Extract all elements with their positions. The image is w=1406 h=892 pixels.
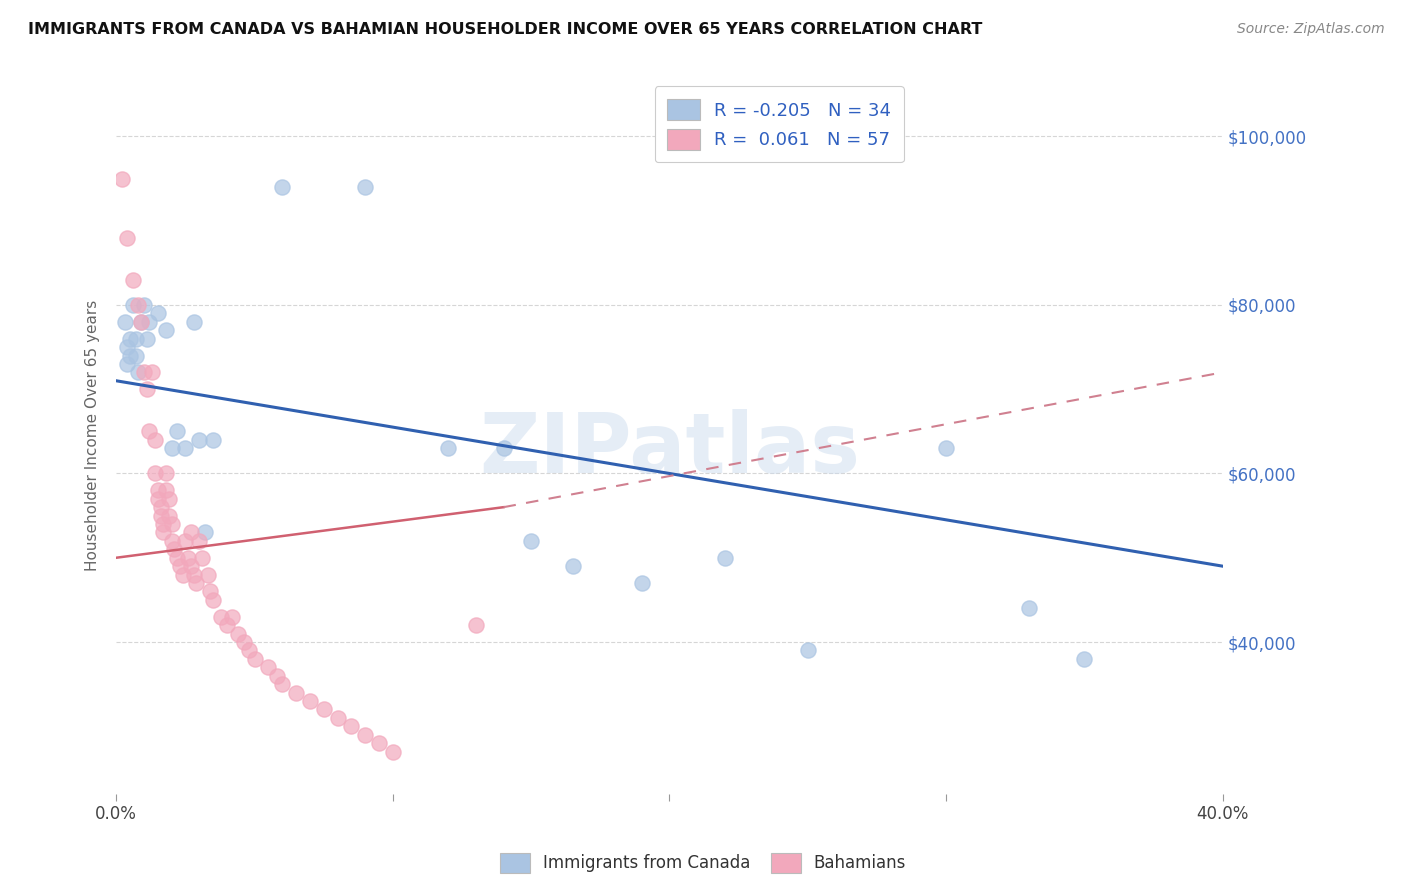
Point: [117, 340, 139, 354]
Point: [122, 273, 145, 287]
Text: IMMIGRANTS FROM CANADA VS BAHAMIAN HOUSEHOLDER INCOME OVER 65 YEARS CORRELATION : IMMIGRANTS FROM CANADA VS BAHAMIAN HOUSE…: [28, 22, 983, 37]
Point: [1018, 601, 1040, 615]
Y-axis label: Householder Income Over 65 years: Householder Income Over 65 years: [86, 300, 100, 571]
Point: [368, 736, 391, 750]
Point: [172, 567, 194, 582]
Text: Source: ZipAtlas.com: Source: ZipAtlas.com: [1237, 22, 1385, 37]
Point: [243, 652, 266, 666]
Point: [152, 516, 174, 531]
Point: [194, 525, 217, 540]
Point: [117, 230, 139, 244]
Point: [935, 441, 957, 455]
Point: [188, 433, 211, 447]
Point: [202, 433, 225, 447]
Point: [492, 441, 515, 455]
Point: [124, 349, 146, 363]
Point: [169, 559, 191, 574]
Point: [232, 635, 254, 649]
Point: [180, 559, 202, 574]
Point: [174, 441, 197, 455]
Point: [160, 516, 183, 531]
Point: [160, 441, 183, 455]
Point: [132, 298, 155, 312]
Point: [221, 609, 243, 624]
Point: [132, 365, 155, 379]
Point: [174, 533, 197, 548]
Point: [271, 180, 294, 194]
Point: [326, 711, 349, 725]
Point: [152, 525, 174, 540]
Point: [202, 592, 225, 607]
Point: [160, 533, 183, 548]
Point: [146, 491, 169, 506]
Point: [117, 357, 139, 371]
Point: [143, 467, 166, 481]
Point: [464, 618, 486, 632]
Point: [437, 441, 460, 455]
Point: [340, 719, 363, 733]
Point: [186, 576, 208, 591]
Legend: Immigrants from Canada, Bahamians: Immigrants from Canada, Bahamians: [494, 847, 912, 880]
Point: [520, 533, 543, 548]
Point: [138, 315, 160, 329]
Point: [120, 349, 142, 363]
Point: [143, 433, 166, 447]
Point: [127, 365, 149, 379]
Point: [257, 660, 280, 674]
Point: [354, 180, 377, 194]
Point: [157, 491, 180, 506]
Point: [166, 550, 188, 565]
Point: [238, 643, 260, 657]
Point: [183, 315, 205, 329]
Point: [114, 315, 136, 329]
Point: [381, 745, 404, 759]
Point: [120, 332, 142, 346]
Point: [146, 483, 169, 498]
Point: [354, 728, 377, 742]
Point: [155, 467, 177, 481]
Point: [298, 694, 321, 708]
Point: [127, 298, 149, 312]
Legend: R = -0.205   N = 34, R =  0.061   N = 57: R = -0.205 N = 34, R = 0.061 N = 57: [655, 87, 904, 162]
Point: [285, 685, 308, 699]
Point: [155, 483, 177, 498]
Point: [155, 323, 177, 337]
Point: [226, 626, 249, 640]
Point: [191, 550, 214, 565]
Point: [177, 550, 200, 565]
Point: [149, 508, 172, 523]
Point: [163, 542, 186, 557]
Point: [129, 315, 152, 329]
Point: [138, 425, 160, 439]
Point: [183, 567, 205, 582]
Text: ZIPatlas: ZIPatlas: [479, 409, 860, 491]
Point: [157, 508, 180, 523]
Point: [124, 332, 146, 346]
Point: [713, 550, 735, 565]
Point: [1073, 652, 1095, 666]
Point: [200, 584, 222, 599]
Point: [209, 609, 232, 624]
Point: [188, 533, 211, 548]
Point: [122, 298, 145, 312]
Point: [312, 702, 335, 716]
Point: [561, 559, 583, 574]
Point: [166, 425, 188, 439]
Point: [149, 500, 172, 515]
Point: [215, 618, 238, 632]
Point: [197, 567, 219, 582]
Point: [129, 315, 152, 329]
Point: [266, 669, 288, 683]
Point: [146, 306, 169, 320]
Point: [111, 171, 134, 186]
Point: [271, 677, 294, 691]
Point: [135, 382, 157, 396]
Point: [180, 525, 202, 540]
Point: [630, 576, 652, 591]
Point: [135, 332, 157, 346]
Point: [141, 365, 163, 379]
Point: [797, 643, 820, 657]
